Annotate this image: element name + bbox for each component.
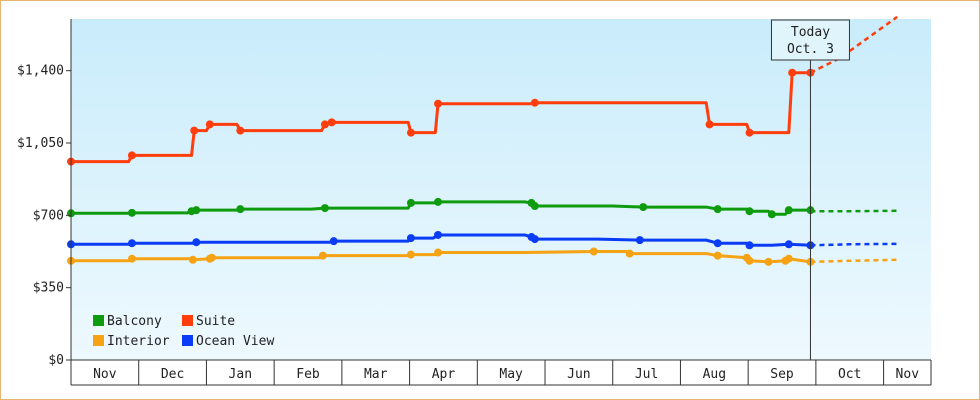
data-point[interactable]: [320, 120, 329, 129]
legend-swatch: [182, 335, 193, 346]
data-point[interactable]: [205, 120, 214, 129]
data-point[interactable]: [434, 197, 443, 206]
x-tick-label: Sep: [770, 367, 794, 382]
data-point[interactable]: [788, 68, 797, 77]
data-point[interactable]: [127, 239, 136, 248]
data-point[interactable]: [784, 206, 793, 215]
legend-swatch: [182, 315, 193, 326]
data-point[interactable]: [713, 239, 722, 248]
data-point[interactable]: [329, 237, 338, 246]
x-tick-label: Nov: [896, 367, 920, 382]
forecast-line: [809, 15, 898, 74]
today-date: Oct. 3: [787, 42, 834, 57]
series-ocean-view: [67, 230, 898, 250]
data-point[interactable]: [127, 151, 136, 160]
forecast-line: [810, 242, 898, 247]
legend-label: Balcony: [107, 314, 162, 329]
plot-background: [71, 19, 931, 360]
data-point[interactable]: [625, 249, 634, 258]
x-tick-label: Mar: [364, 367, 388, 382]
series-layer: [67, 15, 898, 266]
data-point[interactable]: [127, 208, 136, 217]
data-point[interactable]: [745, 241, 754, 250]
data-point[interactable]: [236, 205, 245, 214]
data-point[interactable]: [192, 238, 201, 247]
legend-label: Ocean View: [196, 334, 274, 349]
data-point[interactable]: [635, 236, 644, 245]
data-point[interactable]: [589, 247, 598, 256]
series-balcony: [67, 197, 898, 219]
data-point[interactable]: [530, 98, 539, 107]
legend: Balcony Suite Interior Ocean View: [93, 314, 274, 349]
data-point[interactable]: [434, 230, 443, 239]
data-point[interactable]: [705, 120, 714, 129]
x-tick-label: May: [499, 367, 523, 382]
legend-item[interactable]: Balcony: [93, 314, 162, 329]
series-interior: [67, 247, 898, 266]
data-point[interactable]: [767, 210, 776, 219]
x-tick-label: Aug: [703, 367, 726, 382]
today-marker: Today Oct. 3: [770, 19, 850, 360]
x-tick-label: Jun: [567, 367, 590, 382]
data-point[interactable]: [327, 118, 336, 127]
data-point[interactable]: [764, 257, 773, 266]
y-tick-label: $1,050: [17, 136, 64, 151]
data-point[interactable]: [318, 251, 327, 260]
data-point[interactable]: [434, 248, 443, 257]
y-tick-label: $0: [48, 353, 64, 368]
x-tick-label: Jan: [229, 367, 252, 382]
data-point[interactable]: [190, 126, 199, 135]
legend-item[interactable]: Suite: [182, 314, 235, 329]
data-point[interactable]: [236, 126, 245, 135]
legend-item[interactable]: Ocean View: [182, 334, 274, 349]
data-point[interactable]: [406, 128, 415, 137]
data-point[interactable]: [127, 254, 136, 263]
x-tick-label: Apr: [432, 367, 456, 382]
data-point[interactable]: [745, 256, 754, 265]
data-point[interactable]: [745, 207, 754, 216]
data-point[interactable]: [784, 240, 793, 249]
legend-label: Suite: [196, 314, 235, 329]
x-tick-label: Oct: [838, 367, 861, 382]
data-point[interactable]: [713, 251, 722, 260]
legend-swatch: [93, 315, 104, 326]
data-point[interactable]: [434, 99, 443, 108]
data-point[interactable]: [530, 235, 539, 244]
data-point[interactable]: [745, 128, 754, 137]
data-point[interactable]: [530, 202, 539, 211]
x-axis: Nov Dec Jan Feb Mar Apr May Jun Jul Aug Sep Oct Nov: [70, 359, 932, 386]
data-point[interactable]: [406, 198, 415, 207]
today-label: Today: [791, 25, 830, 40]
data-point[interactable]: [406, 234, 415, 243]
legend-swatch: [93, 335, 104, 346]
data-point[interactable]: [320, 204, 329, 213]
x-tick-label: Feb: [296, 367, 320, 382]
y-tick-label: $700: [33, 208, 64, 223]
y-axis: $0 $350 $700 $1,050 $1,400: [17, 19, 72, 368]
legend-item[interactable]: Interior: [93, 334, 170, 349]
x-tick-label: Jul: [635, 367, 658, 382]
series-suite: [67, 15, 898, 166]
data-point[interactable]: [406, 250, 415, 259]
data-point[interactable]: [207, 253, 216, 262]
data-point[interactable]: [713, 205, 722, 214]
forecast-line: [810, 258, 898, 264]
today-box: [770, 19, 850, 61]
legend-label: Interior: [107, 334, 170, 349]
x-tick-label: Dec: [161, 367, 184, 382]
y-tick-label: $350: [33, 281, 64, 296]
y-tick-label: $1,400: [17, 64, 64, 79]
data-point[interactable]: [192, 206, 201, 215]
data-point[interactable]: [784, 254, 793, 263]
data-point[interactable]: [639, 203, 648, 212]
data-point[interactable]: [188, 255, 197, 264]
x-tick-label: Nov: [93, 367, 117, 382]
